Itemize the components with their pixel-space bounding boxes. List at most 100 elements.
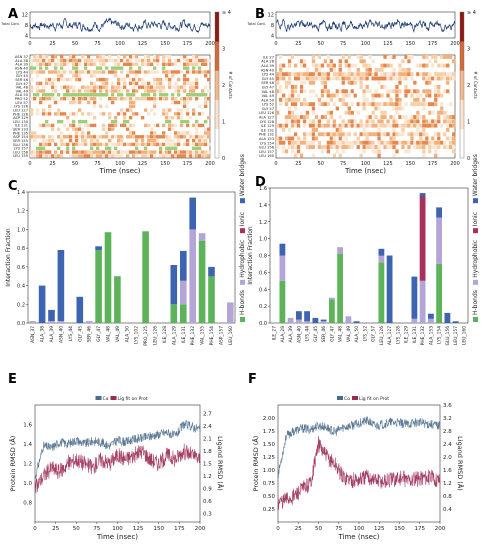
contact-cell [443,55,447,59]
contact-cell [66,146,70,150]
bar-segment [337,253,343,323]
contact-cell [180,112,184,116]
contact-cell [425,93,429,98]
contact-cell [290,110,295,115]
contact-cell [398,97,402,102]
contact-cell [192,150,196,154]
contact-cell [347,72,351,77]
contact-cell [123,150,127,154]
contact-cell [144,81,148,86]
contact-cell [416,115,420,119]
contact-cell [42,135,46,139]
contact-cell [42,123,46,128]
contact-cell [84,70,88,74]
contact-cell [386,76,390,81]
contact-cell [359,119,363,124]
contact-cell [171,74,175,78]
contact-cell [287,145,292,149]
contact-cell [93,138,97,143]
contact-cell [201,70,205,74]
contact-cell [153,70,157,74]
bar-segment [189,197,196,230]
contact-cell [153,66,157,70]
contact-cell [75,127,79,131]
contact-cell [45,55,49,59]
contact-cell [284,123,289,128]
contact-cell [42,93,46,97]
contact-cell [311,145,316,149]
contact-cell [335,132,339,137]
contact-cell [63,112,67,116]
contact-cell [165,112,169,116]
bar-segment [180,250,187,281]
contact-cell [201,154,205,158]
contact-cell [135,55,139,59]
contact-cell [159,93,163,97]
trace-xtick-label: 75 [340,41,346,47]
contact-cell [66,97,70,101]
contact-cell [105,135,109,139]
contact-cell [108,112,112,116]
contact-cell [365,85,369,89]
contact-cell [374,76,378,81]
contact-cell [437,93,441,98]
residue-label: VAL 48 [262,90,275,94]
contact-cell [102,150,106,154]
contact-cell [183,77,187,82]
contact-cell [81,142,85,147]
ytick-label: 0.6 [17,265,25,271]
contact-cell [171,123,175,128]
contact-cell [108,127,112,131]
contact-cell [120,89,124,93]
contact-cell [392,136,396,141]
contact-cell [377,140,381,145]
contact-cell [174,135,178,139]
contact-cell [383,72,387,77]
colorbar-segment [460,99,464,130]
contact-cell [422,97,426,102]
contact-cell [144,154,148,158]
contact-cell [66,58,70,63]
contact-cell [192,66,196,70]
contact-cell [311,153,316,158]
contact-cell [195,119,199,124]
contact-cell [123,123,127,128]
contact-cell [186,77,190,82]
contact-cell [198,138,202,143]
xlabel: Time (nsec) [96,533,138,541]
contact-cell [165,74,169,78]
contact-cell [132,104,136,108]
contact-cell [36,146,40,150]
bar-segment [287,317,294,323]
trace-xtick-label: 175 [183,41,193,47]
contact-cell [314,72,319,77]
contact-cell [389,115,393,119]
contact-cell [156,97,160,101]
contact-cell [48,97,52,101]
contact-cell [383,123,387,128]
contact-cell [123,55,127,59]
contact-cell [93,70,97,74]
contact-cell [69,85,73,89]
rmsd-series-line [277,435,441,511]
contact-cell [186,100,190,105]
contact-cell [144,135,148,139]
category-label: ALA_127 [387,326,393,345]
contact-cell [42,108,46,112]
contact-cell [204,58,208,63]
contact-cell [204,142,208,147]
contact-cell [419,115,423,119]
contact-cell [413,97,417,102]
contact-cell [335,89,339,94]
contact-cell [180,116,184,120]
residue-label: LYS 126 [14,105,29,109]
contact-cell [422,115,426,119]
contact-cell [87,55,91,59]
contact-cell [359,153,363,158]
contact-cell [72,112,76,116]
contact-cell [96,93,100,97]
contact-cell [189,93,193,97]
contact-cell [186,154,190,158]
left-ytick-label: 1.50 [263,442,276,448]
contact-cell [335,140,339,145]
